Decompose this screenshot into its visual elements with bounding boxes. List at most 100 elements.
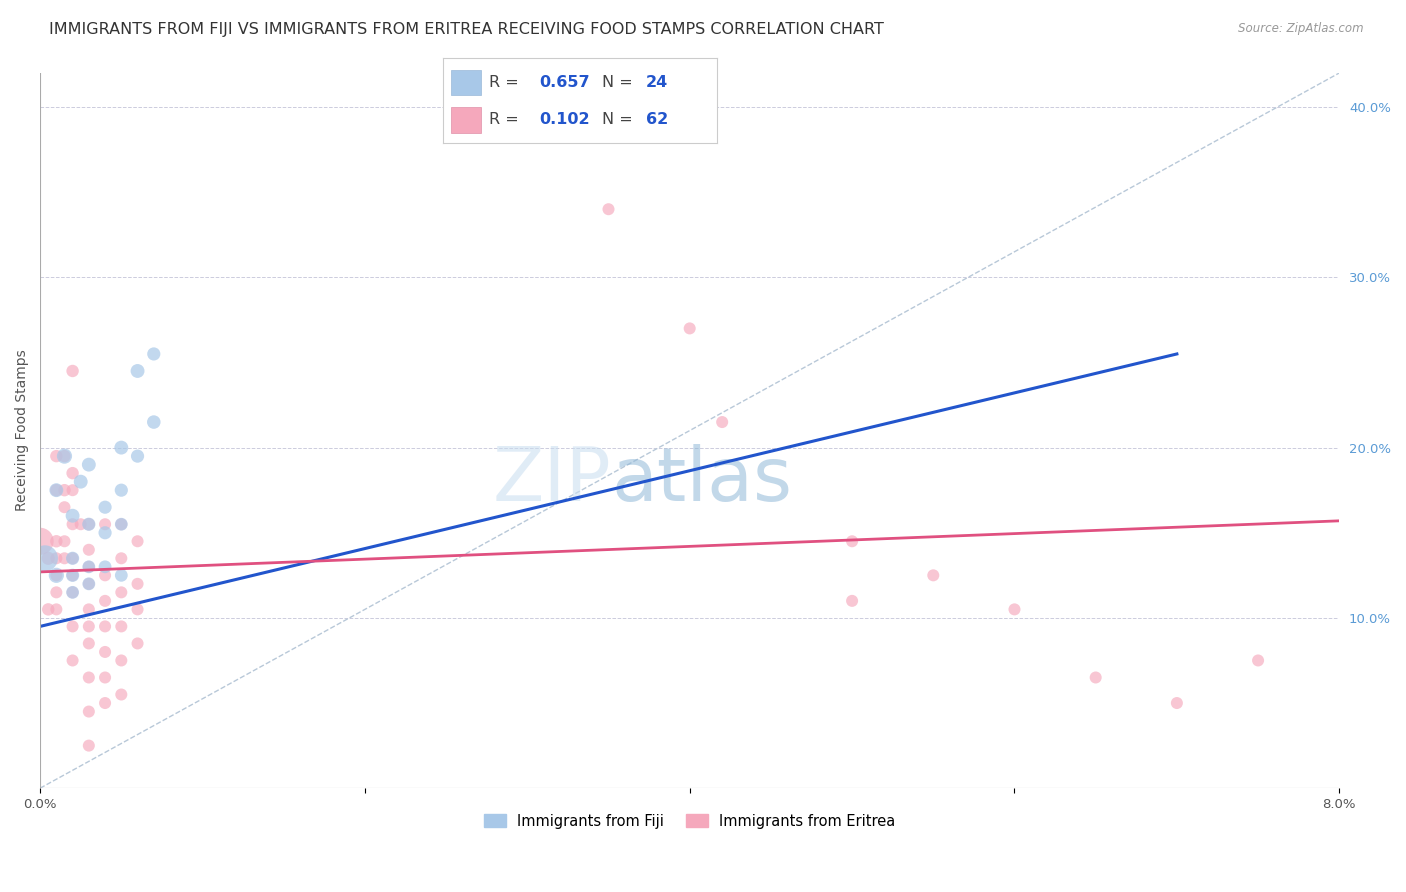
Point	[94, 645, 117, 659]
Point	[45, 585, 67, 599]
Point	[62, 517, 84, 532]
Point	[69, 475, 91, 489]
Text: Source: ZipAtlas.com: Source: ZipAtlas.com	[1239, 22, 1364, 36]
Point	[45, 483, 67, 498]
Point	[127, 636, 149, 650]
Point	[30, 534, 52, 549]
Point	[110, 653, 132, 667]
Point	[34, 551, 56, 566]
FancyBboxPatch shape	[451, 70, 481, 95]
Text: 62: 62	[645, 112, 668, 128]
Point	[37, 551, 59, 566]
Point	[110, 551, 132, 566]
Point	[62, 551, 84, 566]
Point	[45, 568, 67, 582]
Point	[127, 577, 149, 591]
Point	[62, 653, 84, 667]
Text: N =: N =	[602, 112, 638, 128]
Point	[69, 517, 91, 532]
Point	[94, 525, 117, 540]
Point	[45, 534, 67, 549]
Point	[110, 517, 132, 532]
Point	[94, 500, 117, 515]
Point	[77, 671, 100, 685]
Point	[1084, 671, 1107, 685]
Point	[62, 568, 84, 582]
Text: atlas: atlas	[612, 444, 793, 517]
Point	[841, 534, 863, 549]
Point	[127, 364, 149, 378]
Point	[45, 602, 67, 616]
Text: ZIP: ZIP	[494, 444, 612, 517]
Point	[62, 585, 84, 599]
Point	[1166, 696, 1188, 710]
Point	[77, 577, 100, 591]
Point	[110, 517, 132, 532]
Point	[77, 577, 100, 591]
Point	[53, 483, 76, 498]
Text: 24: 24	[645, 75, 668, 90]
Point	[94, 594, 117, 608]
Point	[53, 500, 76, 515]
Point	[45, 449, 67, 463]
Point	[62, 551, 84, 566]
Point	[45, 483, 67, 498]
Point	[94, 559, 117, 574]
Point	[142, 347, 165, 361]
Point	[94, 568, 117, 582]
Point	[53, 551, 76, 566]
Point	[110, 688, 132, 702]
Point	[77, 636, 100, 650]
Y-axis label: Receiving Food Stamps: Receiving Food Stamps	[15, 350, 30, 511]
Point	[77, 559, 100, 574]
Point	[94, 696, 117, 710]
Text: IMMIGRANTS FROM FIJI VS IMMIGRANTS FROM ERITREA RECEIVING FOOD STAMPS CORRELATIO: IMMIGRANTS FROM FIJI VS IMMIGRANTS FROM …	[49, 22, 884, 37]
Point	[45, 568, 67, 582]
Text: N =: N =	[602, 75, 638, 90]
Point	[37, 602, 59, 616]
Point	[922, 568, 945, 582]
Point	[94, 619, 117, 633]
Point	[45, 551, 67, 566]
Point	[62, 364, 84, 378]
Point	[127, 534, 149, 549]
Point	[142, 415, 165, 429]
Point	[77, 517, 100, 532]
Point	[1004, 602, 1026, 616]
Point	[62, 483, 84, 498]
Point	[841, 594, 863, 608]
Text: R =: R =	[489, 75, 524, 90]
Point	[53, 449, 76, 463]
Point	[62, 568, 84, 582]
Point	[62, 466, 84, 480]
Point	[110, 619, 132, 633]
FancyBboxPatch shape	[451, 107, 481, 133]
Point	[77, 619, 100, 633]
Point	[62, 619, 84, 633]
Point	[127, 602, 149, 616]
Point	[598, 202, 620, 217]
Point	[53, 449, 76, 463]
Point	[1247, 653, 1270, 667]
Text: 0.102: 0.102	[538, 112, 589, 128]
Point	[77, 458, 100, 472]
Point	[110, 585, 132, 599]
Point	[110, 568, 132, 582]
Point	[77, 517, 100, 532]
Text: 0.657: 0.657	[538, 75, 589, 90]
Point	[679, 321, 702, 335]
Point	[62, 508, 84, 523]
Point	[53, 534, 76, 549]
Point	[110, 441, 132, 455]
Point	[94, 517, 117, 532]
Text: R =: R =	[489, 112, 524, 128]
Point	[110, 483, 132, 498]
Legend: Immigrants from Fiji, Immigrants from Eritrea: Immigrants from Fiji, Immigrants from Er…	[478, 808, 901, 835]
Point	[77, 542, 100, 557]
Point	[711, 415, 734, 429]
Point	[62, 585, 84, 599]
Point	[77, 705, 100, 719]
Point	[77, 559, 100, 574]
Point	[94, 671, 117, 685]
Point	[127, 449, 149, 463]
